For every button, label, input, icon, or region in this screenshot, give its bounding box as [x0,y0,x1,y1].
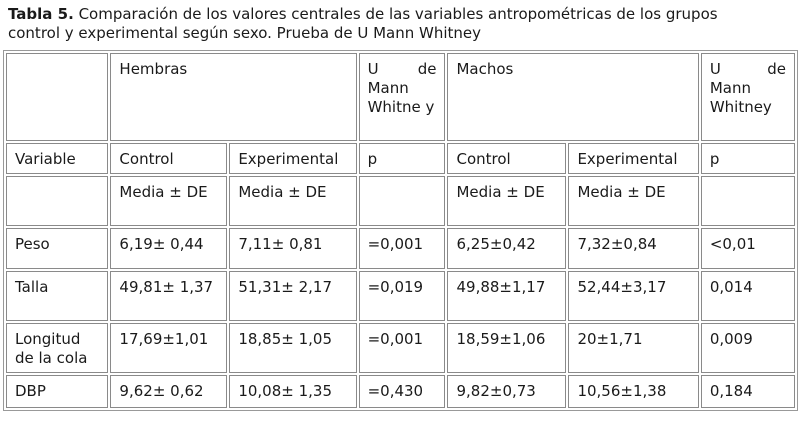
table-cell: 49,81± 1,37 [110,271,228,321]
subheader-cell: Media ± DE [110,176,228,226]
header-experimental-machos: Experimental [568,143,699,174]
table-cell: =0,001 [358,323,446,373]
table-cell: 6,25±0,42 [447,228,567,269]
row-variable: Longitud de la cola [6,323,109,373]
table-cell: 17,69±1,01 [110,323,228,373]
subheader-cell: Media ± DE [568,176,699,226]
table-row: Talla 49,81± 1,37 51,31± 2,17 =0,019 49,… [6,271,795,321]
table-cell: 0,009 [700,323,795,373]
data-table: Hembras U de Mann Whitne y Machos U de M… [3,50,798,411]
row-variable: DBP [6,375,109,408]
table-cell: =0,019 [358,271,446,321]
subheader-row: Media ± DE Media ± DE Media ± DE Media ±… [6,176,795,226]
subheader-cell [6,176,109,226]
empty-cell [6,53,109,141]
header-variable: Variable [6,143,109,174]
subheader-cell: Media ± DE [447,176,567,226]
row-variable: Talla [6,271,109,321]
table-cell: 18,59±1,06 [447,323,567,373]
table-cell: 9,62± 0,62 [110,375,228,408]
group-header-row: Hembras U de Mann Whitne y Machos U de M… [6,53,795,141]
table-cell: 18,85± 1,05 [229,323,357,373]
table-row: Longitud de la cola 17,69±1,01 18,85± 1,… [6,323,795,373]
test-label-machos: U de Mann Whitney [700,53,795,141]
header-p-machos: p [700,143,795,174]
test-label-hembras: U de Mann Whitne y [358,53,446,141]
header-control-machos: Control [447,143,567,174]
subheader-cell [358,176,446,226]
table-cell: 51,31± 2,17 [229,271,357,321]
table-cell: 10,08± 1,35 [229,375,357,408]
table-cell: 20±1,71 [568,323,699,373]
table-caption: Tabla 5. Comparación de los valores cent… [8,5,768,43]
table-cell: 6,19± 0,44 [110,228,228,269]
table-row: Peso 6,19± 0,44 7,11± 0,81 =0,001 6,25±0… [6,228,795,269]
table-cell: =0,001 [358,228,446,269]
table-cell: 10,56±1,38 [568,375,699,408]
subheader-cell: Media ± DE [229,176,357,226]
table-cell: 7,11± 0,81 [229,228,357,269]
table-cell: =0,430 [358,375,446,408]
subheader-cell [700,176,795,226]
group-hembras: Hembras [110,53,357,141]
column-header-row: Variable Control Experimental p Control … [6,143,795,174]
header-control-hembras: Control [110,143,228,174]
table-cell: 0,184 [700,375,795,408]
group-machos: Machos [447,53,699,141]
caption-label: Tabla 5. [8,5,74,23]
header-p-hembras: p [358,143,446,174]
caption-text: Comparación de los valores centrales de … [8,5,718,42]
table-cell: 9,82±0,73 [447,375,567,408]
table-cell: 0,014 [700,271,795,321]
table-cell: 52,44±3,17 [568,271,699,321]
table-cell: <0,01 [700,228,795,269]
header-experimental-hembras: Experimental [229,143,357,174]
row-variable: Peso [6,228,109,269]
table-cell: 49,88±1,17 [447,271,567,321]
table-cell: 7,32±0,84 [568,228,699,269]
table-row: DBP 9,62± 0,62 10,08± 1,35 =0,430 9,82±0… [6,375,795,408]
